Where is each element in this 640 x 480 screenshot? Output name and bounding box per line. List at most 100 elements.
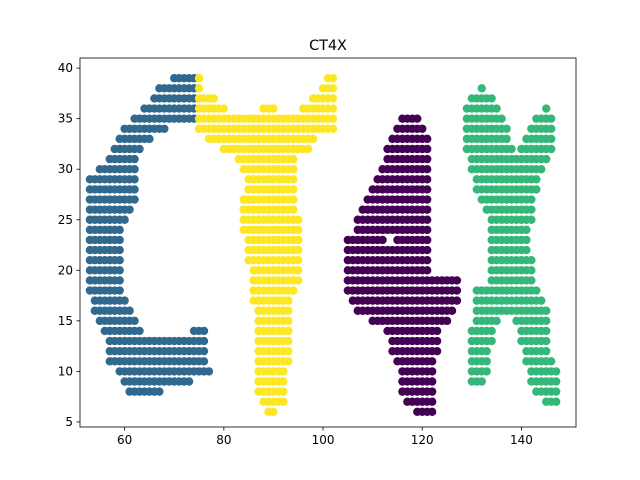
point <box>452 286 462 295</box>
point <box>294 235 303 245</box>
point <box>284 316 293 326</box>
x-tick-label: 120 <box>411 433 434 447</box>
point <box>328 104 338 113</box>
point <box>452 276 462 285</box>
point <box>522 245 531 255</box>
data-points <box>85 74 561 417</box>
point <box>279 397 288 406</box>
point <box>130 195 139 204</box>
point <box>279 377 288 386</box>
x-tick-label: 100 <box>312 433 335 447</box>
point <box>442 316 452 326</box>
y-tick-label: 25 <box>58 213 73 227</box>
point <box>289 205 298 214</box>
point <box>427 377 437 386</box>
point <box>432 336 442 346</box>
point <box>125 306 134 315</box>
point <box>199 346 209 356</box>
point <box>423 144 432 154</box>
point <box>423 205 432 214</box>
point <box>551 367 561 376</box>
point <box>423 266 432 275</box>
point <box>418 124 427 133</box>
point <box>130 154 139 164</box>
axes-frame <box>79 57 577 428</box>
point <box>482 367 491 376</box>
y-axis-ticks: 5 10 15 20 25 30 35 40 <box>58 61 80 429</box>
point <box>284 336 293 346</box>
point <box>427 367 437 376</box>
point <box>284 346 293 356</box>
point <box>328 94 338 103</box>
point <box>130 165 139 174</box>
point <box>115 255 124 265</box>
point <box>423 134 432 144</box>
point <box>522 235 531 245</box>
point <box>125 205 134 214</box>
point <box>120 296 129 305</box>
point <box>527 215 536 224</box>
point <box>542 316 551 326</box>
point <box>542 154 551 164</box>
chart-title: CT4X <box>309 38 347 54</box>
point <box>423 245 432 255</box>
point <box>284 296 293 305</box>
point <box>547 114 556 123</box>
point <box>294 245 303 255</box>
point <box>542 326 551 336</box>
point <box>477 84 486 93</box>
point <box>199 326 209 336</box>
point <box>427 387 437 396</box>
point <box>130 175 139 184</box>
point <box>194 74 204 83</box>
point <box>502 124 511 133</box>
point <box>542 346 551 356</box>
point <box>492 104 501 113</box>
point <box>547 124 556 133</box>
point <box>551 387 561 396</box>
y-tick-label: 15 <box>58 314 73 328</box>
x-axis-ticks: 60 80 100 120 140 <box>117 427 533 447</box>
point <box>289 154 298 164</box>
y-tick-label: 30 <box>58 162 73 176</box>
point <box>547 357 556 366</box>
point <box>507 144 516 154</box>
cluster-X <box>462 84 561 406</box>
point <box>427 357 437 366</box>
point <box>289 286 298 295</box>
point <box>423 185 432 194</box>
cluster-C <box>85 74 214 396</box>
point <box>289 185 298 194</box>
point <box>492 316 501 326</box>
point <box>427 397 437 406</box>
point <box>284 326 293 336</box>
point <box>423 255 432 265</box>
point <box>542 104 551 113</box>
point <box>532 185 541 194</box>
point <box>423 175 432 184</box>
point <box>294 255 303 265</box>
y-tick-label: 20 <box>58 263 73 277</box>
point <box>289 195 298 204</box>
point <box>130 316 139 326</box>
point <box>184 377 194 386</box>
point <box>294 215 303 224</box>
point <box>542 306 551 315</box>
point <box>432 326 442 336</box>
point <box>487 94 496 103</box>
point <box>145 134 154 144</box>
point <box>269 104 278 113</box>
y-tick-label: 5 <box>65 415 73 429</box>
point <box>115 235 124 245</box>
cluster-T <box>194 74 338 417</box>
point <box>542 336 551 346</box>
point <box>160 124 169 133</box>
point <box>219 104 229 113</box>
point <box>269 407 278 417</box>
point <box>328 114 338 123</box>
point <box>487 326 496 336</box>
point <box>328 84 338 93</box>
point <box>537 165 546 174</box>
point <box>423 225 432 235</box>
point <box>423 235 432 245</box>
